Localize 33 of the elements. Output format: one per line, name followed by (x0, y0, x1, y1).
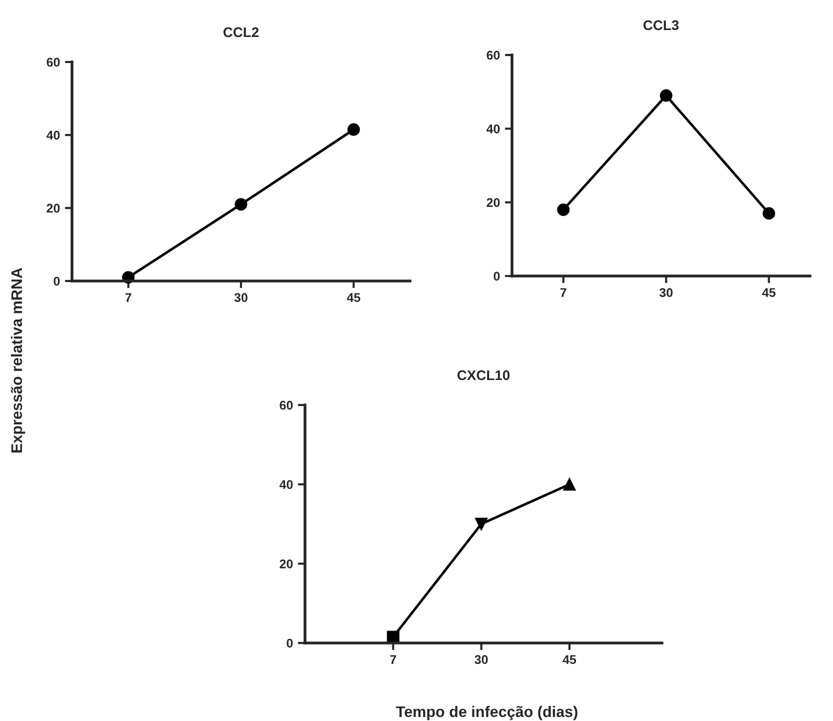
chart-title: CCL2 (223, 27, 259, 38)
chart-title: CXCL10 (457, 370, 510, 380)
chart-title: CCL3 (643, 20, 679, 30)
x-tick-label: 7 (560, 288, 566, 297)
x-tick-label: 45 (346, 293, 360, 302)
point (234, 198, 248, 211)
y-tick-label: 0 (54, 276, 60, 286)
x-tick-label: 30 (234, 293, 248, 302)
y-axis-title: Expressão relativa mRNA (10, 268, 26, 452)
y-tick-label: 0 (494, 272, 500, 281)
point (347, 123, 360, 136)
y-tick-label: 40 (486, 124, 500, 134)
point (475, 518, 488, 530)
x-axis-title: Tempo de infecção (dias) (396, 706, 578, 720)
point (762, 207, 776, 220)
point (660, 89, 672, 102)
y-tick-label: 60 (280, 400, 293, 410)
x-tick-label: 45 (762, 288, 776, 297)
y-tick-label: 60 (486, 50, 500, 60)
y-tick-label: 40 (279, 480, 293, 489)
y-tick-label: 60 (46, 58, 60, 67)
x-tick-label: 7 (125, 293, 132, 302)
x-tick-label: 45 (562, 655, 576, 664)
x-tick-label: 30 (474, 655, 488, 664)
y-tick-label: 20 (280, 559, 293, 568)
point (563, 478, 576, 491)
y-tick-label: 40 (46, 130, 60, 140)
y-tick-label: 0 (286, 638, 293, 648)
point (557, 203, 570, 216)
y-tick-label: 20 (46, 204, 60, 213)
x-tick-label: 7 (390, 655, 396, 664)
y-tick-label: 20 (486, 198, 500, 207)
x-tick-label: 30 (659, 288, 673, 298)
